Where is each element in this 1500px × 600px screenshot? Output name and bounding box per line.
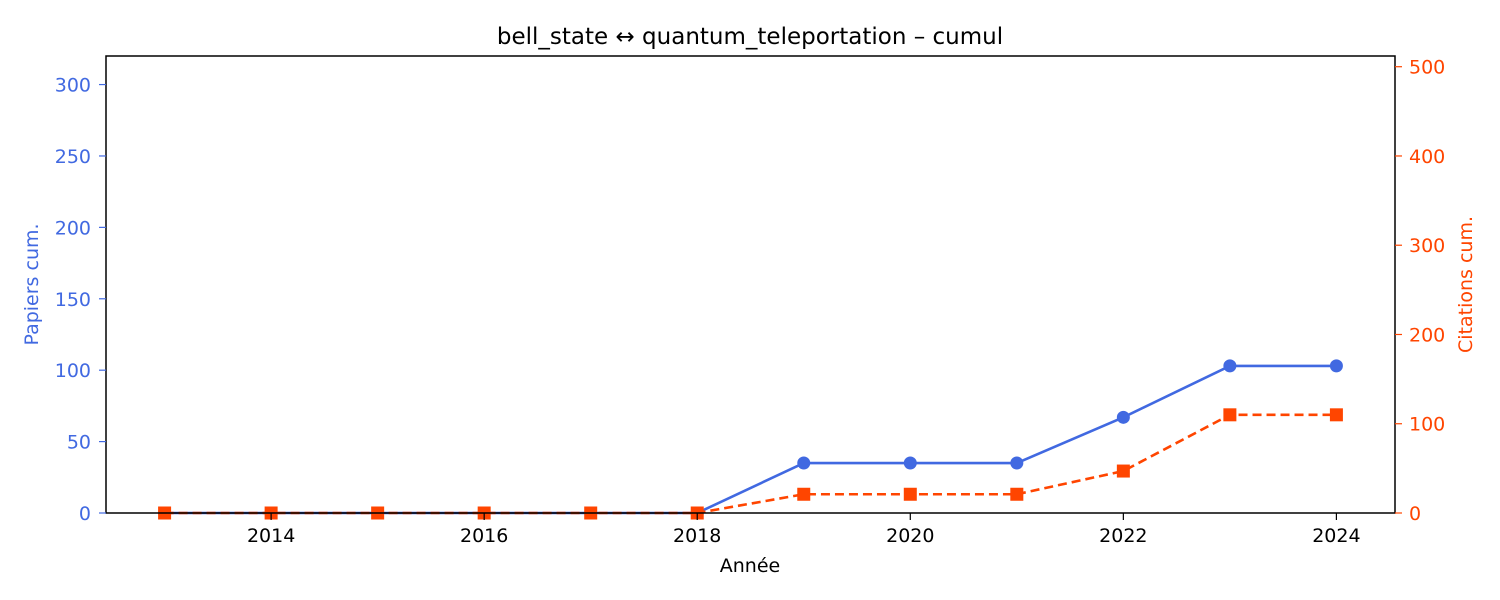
x-axis-label: Année: [720, 555, 780, 577]
series-line-left: [164, 364, 1337, 515]
series-point-left: [1223, 359, 1237, 373]
y-left-axis-label: Papiers cum.: [21, 223, 43, 345]
y-right-tick-label: 500: [1409, 57, 1445, 79]
y-left-tick-label: 0: [79, 503, 91, 525]
y-left-tick-label: 50: [67, 432, 91, 454]
x-tick-label: 2018: [673, 525, 721, 547]
y-right-tick-label: 300: [1409, 235, 1445, 257]
series-point-right: [1329, 408, 1343, 422]
x-tick-label: 2022: [1099, 525, 1147, 547]
plot-area: [158, 359, 1343, 520]
x-tick-label: 2020: [886, 525, 934, 547]
series-point-left: [1010, 456, 1024, 470]
y-right-tick-label: 200: [1409, 324, 1445, 346]
series-point-left: [1329, 359, 1343, 373]
series-point-right: [1010, 487, 1024, 501]
x-tick-label: 2016: [460, 525, 508, 547]
y-right-tick-label: 100: [1409, 414, 1445, 436]
series-point-left: [1116, 410, 1130, 424]
y-left-tick-label: 150: [55, 289, 91, 311]
y-left-tick-label: 300: [55, 75, 91, 97]
series-point-left: [903, 456, 917, 470]
x-tick-label: 2024: [1312, 525, 1360, 547]
plot-frame: [105, 55, 1396, 514]
y-right-tick-label: 400: [1409, 146, 1445, 168]
series-point-left: [797, 456, 811, 470]
series-point-right: [1223, 408, 1237, 422]
y-left-tick-label: 100: [55, 360, 91, 382]
y-right-axis-label: Citations cum.: [1455, 216, 1477, 353]
x-tick-label: 2014: [247, 525, 295, 547]
series-point-right: [797, 487, 811, 501]
series-line-right: [164, 413, 1337, 515]
series-point-right: [903, 487, 917, 501]
y-left-tick-label: 200: [55, 217, 91, 239]
y-right-tick-label: 0: [1409, 503, 1421, 525]
y-left-tick-label: 250: [55, 146, 91, 168]
series-point-right: [1116, 464, 1130, 478]
chart-title: bell_state ↔ quantum_teleportation – cum…: [497, 24, 1003, 50]
